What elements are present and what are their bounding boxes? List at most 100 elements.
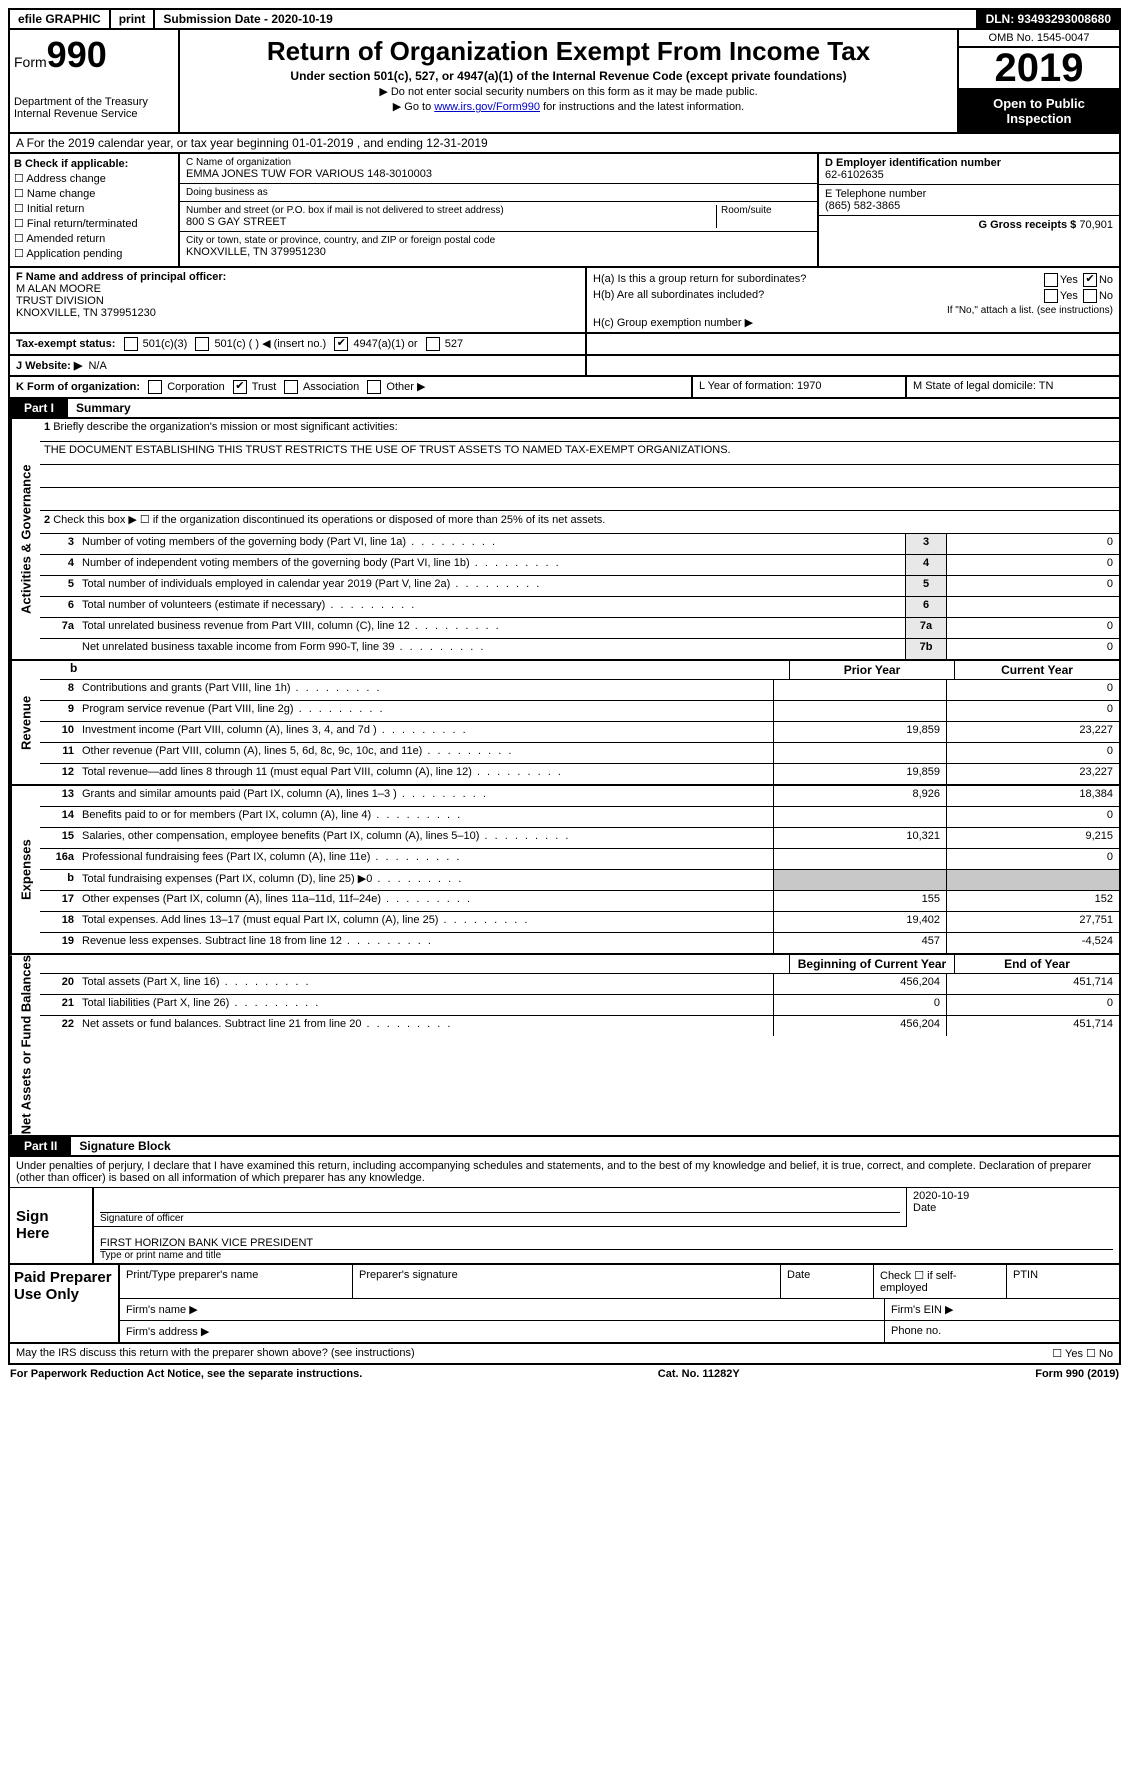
gov-line-4: 4Number of independent voting members of… xyxy=(40,555,1119,576)
sign-here-label: Sign Here xyxy=(10,1188,94,1263)
prep-ptin-hdr: PTIN xyxy=(1007,1265,1119,1298)
org-name: EMMA JONES TUW FOR VARIOUS 148-3010003 xyxy=(186,168,811,180)
part2-title: Signature Block xyxy=(71,1137,178,1155)
chk-application-pending[interactable]: Application pending xyxy=(14,247,174,260)
part2-tab: Part II xyxy=(10,1137,71,1155)
hdr-end: End of Year xyxy=(954,955,1119,973)
ein-value: 62-6102635 xyxy=(825,169,884,181)
street-label: Number and street (or P.O. box if mail i… xyxy=(186,205,716,216)
form-prefix: Form xyxy=(14,54,47,70)
gov-line-7a: 7aTotal unrelated business revenue from … xyxy=(40,618,1119,639)
ha-yes[interactable] xyxy=(1044,273,1058,287)
perjury-note: Under penalties of perjury, I declare th… xyxy=(10,1157,1119,1187)
hb-no[interactable] xyxy=(1083,289,1097,303)
tax-status-label: Tax-exempt status: xyxy=(16,338,115,350)
room-label: Room/suite xyxy=(721,205,811,216)
irs-link[interactable]: www.irs.gov/Form990 xyxy=(434,101,540,113)
exp-line-13: 13Grants and similar amounts paid (Part … xyxy=(40,786,1119,807)
prep-sig-hdr: Preparer's signature xyxy=(353,1265,781,1298)
phone-value: (865) 582-3865 xyxy=(825,200,900,212)
signature-line[interactable] xyxy=(100,1198,900,1213)
street-value: 800 S GAY STREET xyxy=(186,216,716,228)
efile-label[interactable]: efile GRAPHIC xyxy=(10,10,111,28)
exp-line-19: 19Revenue less expenses. Subtract line 1… xyxy=(40,933,1119,953)
box-c: C Name of organization EMMA JONES TUW FO… xyxy=(180,154,819,266)
gov-line-3: 3Number of voting members of the governi… xyxy=(40,534,1119,555)
exp-line-18: 18Total expenses. Add lines 13–17 (must … xyxy=(40,912,1119,933)
chk-assoc[interactable] xyxy=(284,380,298,394)
phone-label: E Telephone number xyxy=(825,188,926,200)
part2-header: Part II Signature Block xyxy=(8,1137,1121,1157)
printed-name-label: Type or print name and title xyxy=(100,1250,1113,1261)
hdr-current: Current Year xyxy=(954,661,1119,679)
discuss-yn[interactable]: ☐ Yes ☐ No xyxy=(1052,1347,1113,1360)
mission-blank1 xyxy=(40,465,1119,488)
ha-no[interactable] xyxy=(1083,273,1097,287)
chk-501c3[interactable] xyxy=(124,337,138,351)
box-b-title: B Check if applicable: xyxy=(14,158,128,170)
exp-line-17: 17Other expenses (Part IX, column (A), l… xyxy=(40,891,1119,912)
firm-phone-label: Phone no. xyxy=(885,1321,1119,1342)
chk-trust[interactable] xyxy=(233,380,247,394)
hb-note: If "No," attach a list. (see instruction… xyxy=(593,305,1113,316)
section-governance: Activities & Governance 1 Briefly descri… xyxy=(8,419,1121,661)
form-id: Form990 xyxy=(14,34,174,76)
ein-label: D Employer identification number xyxy=(825,157,1001,169)
note-link: ▶ Go to www.irs.gov/Form990 for instruct… xyxy=(190,100,947,113)
row-a-tax-year: A For the 2019 calendar year, or tax yea… xyxy=(8,134,1121,154)
chk-final-return[interactable]: Final return/terminated xyxy=(14,217,174,230)
box-b: B Check if applicable: Address change Na… xyxy=(10,154,180,266)
line-2: 2 Check this box ▶ ☐ if the organization… xyxy=(40,511,1119,534)
form-footer: Form 990 (2019) xyxy=(1035,1368,1119,1380)
sidelabel-gov: Activities & Governance xyxy=(10,419,40,659)
exp-line-b: bTotal fundraising expenses (Part IX, co… xyxy=(40,870,1119,891)
dln-label: DLN: 93493293008680 xyxy=(978,10,1119,28)
cat-no: Cat. No. 11282Y xyxy=(658,1368,740,1380)
mission-label: 1 Briefly describe the organization's mi… xyxy=(40,419,1119,442)
submission-date: Submission Date - 2020-10-19 xyxy=(155,10,977,28)
form-title: Return of Organization Exempt From Incom… xyxy=(190,36,947,67)
chk-4947[interactable] xyxy=(334,337,348,351)
chk-501c[interactable] xyxy=(195,337,209,351)
gov-line-6: 6Total number of volunteers (estimate if… xyxy=(40,597,1119,618)
rev-line-9: 9Program service revenue (Part VIII, lin… xyxy=(40,701,1119,722)
gross-label: G Gross receipts $ xyxy=(978,219,1076,231)
hb-yes[interactable] xyxy=(1044,289,1058,303)
hdr-prior: Prior Year xyxy=(789,661,954,679)
net-line-22: 22Net assets or fund balances. Subtract … xyxy=(40,1016,1119,1036)
section-revenue: Revenue b Prior Year Current Year 8Contr… xyxy=(8,661,1121,786)
hb-yn: Yes No xyxy=(1042,289,1113,303)
print-link[interactable]: print xyxy=(111,10,156,28)
chk-address-change[interactable]: Address change xyxy=(14,172,174,185)
net-line-20: 20Total assets (Part X, line 16)456,2044… xyxy=(40,974,1119,995)
row-i: Tax-exempt status: 501(c)(3) 501(c) ( ) … xyxy=(8,334,1121,356)
footer-discuss: May the IRS discuss this return with the… xyxy=(8,1344,1121,1365)
form-subtitle: Under section 501(c), 527, or 4947(a)(1)… xyxy=(190,69,947,83)
chk-527[interactable] xyxy=(426,337,440,351)
year-formation: L Year of formation: 1970 xyxy=(693,377,907,397)
net-col-hdr: Beginning of Current Year End of Year xyxy=(40,955,1119,974)
chk-name-change[interactable]: Name change xyxy=(14,187,174,200)
officer-label: F Name and address of principal officer: xyxy=(16,271,226,283)
chk-other[interactable] xyxy=(367,380,381,394)
gov-line-7b: Net unrelated business taxable income fr… xyxy=(40,639,1119,659)
hb-label: H(b) Are all subordinates included? xyxy=(593,289,764,303)
paid-preparer-label: Paid Preparer Use Only xyxy=(10,1265,120,1342)
chk-corp[interactable] xyxy=(148,380,162,394)
exp-line-16a: 16aProfessional fundraising fees (Part I… xyxy=(40,849,1119,870)
officer-city: KNOXVILLE, TN 379951230 xyxy=(16,307,156,319)
website-value: N/A xyxy=(88,360,106,372)
box-right: D Employer identification number 62-6102… xyxy=(819,154,1119,266)
prep-date-hdr: Date xyxy=(781,1265,874,1298)
hdr-begin: Beginning of Current Year xyxy=(789,955,954,973)
net-line-21: 21Total liabilities (Part X, line 26)00 xyxy=(40,995,1119,1016)
form-header: Form990 Department of the Treasury Inter… xyxy=(8,30,1121,134)
sig-date-value: 2020-10-19 xyxy=(913,1190,1113,1202)
signature-label: Signature of officer xyxy=(100,1213,900,1224)
chk-initial-return[interactable]: Initial return xyxy=(14,202,174,215)
chk-amended[interactable]: Amended return xyxy=(14,232,174,245)
website-label: J Website: ▶ xyxy=(16,360,82,372)
firm-ein-label: Firm's EIN ▶ xyxy=(885,1299,1119,1320)
topbar: efile GRAPHIC print Submission Date - 20… xyxy=(8,8,1121,30)
section-bcde: B Check if applicable: Address change Na… xyxy=(8,154,1121,268)
